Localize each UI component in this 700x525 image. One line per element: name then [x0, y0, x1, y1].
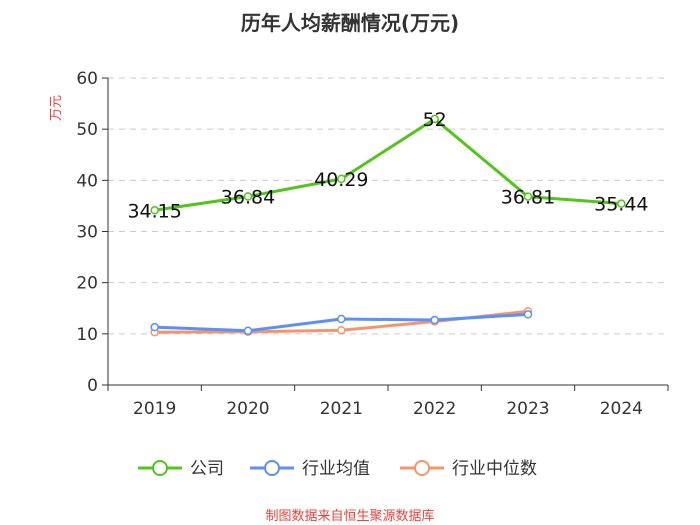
grid-lines	[108, 77, 668, 335]
x-tick-label: 2022	[413, 399, 456, 419]
x-tick-label: 2021	[320, 399, 363, 419]
data-point[interactable]	[150, 322, 159, 332]
legend-label: 行业中位数	[452, 459, 537, 479]
y-tick-labels: 0 10 20 30 40 50 60	[76, 69, 98, 396]
data-point[interactable]	[617, 199, 626, 208]
legend[interactable]: 公司 行业均值 行业中位数	[138, 459, 537, 479]
data-point[interactable]	[337, 326, 346, 335]
data-point[interactable]	[337, 314, 346, 324]
legend-marker	[152, 460, 168, 476]
data-label: 35.44	[594, 194, 648, 216]
data-point[interactable]	[243, 192, 253, 201]
x-tick-label: 2019	[133, 399, 176, 419]
x-tick-label: 2023	[506, 399, 549, 419]
y-tick-label: 10	[76, 325, 98, 345]
y-tick-label: 30	[76, 223, 98, 243]
y-axis-label: 万元	[49, 95, 64, 121]
data-labels: 34.15 36.84 40.29 52 36.81 35.44	[127, 109, 648, 222]
y-tick-label: 50	[76, 120, 98, 140]
legend-label: 行业均值	[302, 459, 370, 479]
data-point[interactable]	[523, 192, 533, 201]
data-label: 40.29	[314, 169, 368, 191]
legend-marker	[414, 460, 430, 476]
legend-item-1[interactable]: 行业均值	[250, 459, 370, 479]
data-point[interactable]	[243, 326, 253, 336]
y-tick-label: 20	[76, 274, 98, 294]
data-label: 36.84	[221, 187, 275, 209]
legend-marker	[264, 460, 280, 476]
data-point[interactable]	[430, 114, 439, 124]
data-point[interactable]	[150, 206, 159, 215]
legend-item-0[interactable]: 公司	[138, 459, 224, 479]
series-group	[150, 114, 626, 337]
series-0	[150, 114, 626, 215]
data-point[interactable]	[523, 310, 533, 319]
data-point[interactable]	[430, 315, 439, 325]
data-label: 52	[423, 109, 447, 131]
legend-item-2[interactable]: 行业中位数	[400, 459, 537, 479]
y-tick-label: 0	[87, 376, 98, 396]
legend-label: 公司	[190, 459, 224, 479]
y-tick-label: 40	[76, 171, 98, 191]
data-label: 36.81	[501, 187, 555, 209]
axes	[102, 77, 669, 391]
series-line	[154, 117, 622, 212]
source-note: 制图数据来自恒生聚源数据库	[265, 508, 434, 524]
chart-title: 历年人均薪酬情况(万元)	[241, 11, 459, 35]
data-label: 34.15	[127, 200, 181, 222]
x-tick-labels: 2019 2020 2021 2022 2023 2024	[133, 399, 643, 419]
x-tick-label: 2020	[226, 399, 269, 419]
y-tick-label: 60	[76, 69, 98, 89]
series-1	[150, 310, 533, 336]
x-tick-label: 2024	[600, 399, 643, 419]
data-point[interactable]	[337, 174, 346, 184]
